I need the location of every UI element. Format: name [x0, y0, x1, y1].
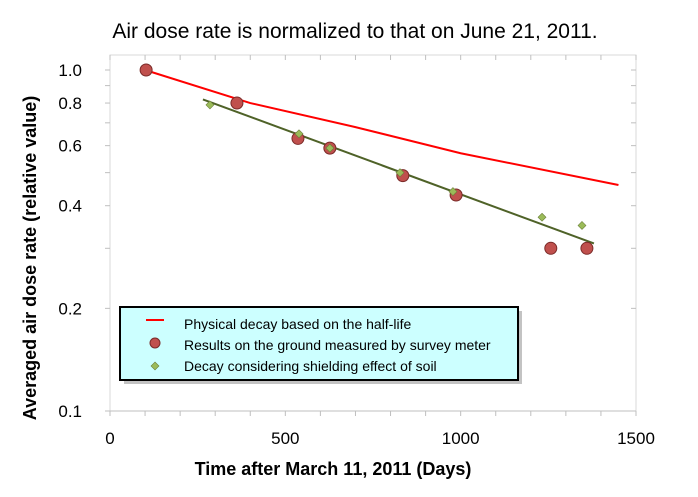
legend-diamond-icon: [150, 361, 160, 371]
legend-label-measured: Results on the ground measured by survey…: [184, 337, 491, 353]
x-tick-label: 1000: [442, 429, 480, 448]
measured-point: [580, 241, 594, 255]
x-tick-label: 1500: [617, 429, 655, 448]
plot-marks: [139, 63, 619, 255]
measured-point: [544, 241, 558, 255]
shielding-point: [448, 187, 458, 197]
y-axis-label: Averaged air dose rate (relative value): [20, 96, 40, 420]
measured-point: [230, 96, 244, 110]
legend-circle-icon: [149, 337, 161, 349]
shielding-point: [325, 143, 335, 153]
x-tick-label: 0: [105, 429, 114, 448]
x-axis-label: Time after March 11, 2011 (Days): [195, 459, 472, 479]
y-tick-label: 0.1: [58, 402, 82, 421]
x-tick-label: 500: [271, 429, 299, 448]
y-tick-label: 0.4: [58, 197, 82, 216]
chart-title: Air dose rate is normalized to that on J…: [112, 20, 597, 43]
axes: 0 500 1000 1500 0.1 0.2 0.4 0.6 0.8 1.0: [58, 54, 655, 448]
y-tick-label: 0.6: [58, 137, 82, 156]
physical-decay-line: [144, 69, 619, 186]
shielding-point: [537, 212, 547, 222]
y-tick-label: 0.2: [58, 299, 82, 318]
legend-box: [119, 306, 519, 381]
shielding-point: [205, 100, 215, 110]
y-tick-label: 0.8: [58, 94, 82, 113]
shielding-point: [577, 221, 587, 230]
measured-point: [139, 63, 153, 77]
shielding-point: [395, 168, 405, 178]
shielding-point: [294, 129, 304, 139]
legend-label-physical: Physical decay based on the half-life: [184, 316, 411, 332]
legend: Physical decay based on the half-life Re…: [119, 306, 522, 384]
y-tick-label: 1.0: [58, 61, 82, 80]
legend-label-shielding: Decay considering shielding effect of so…: [184, 358, 437, 374]
